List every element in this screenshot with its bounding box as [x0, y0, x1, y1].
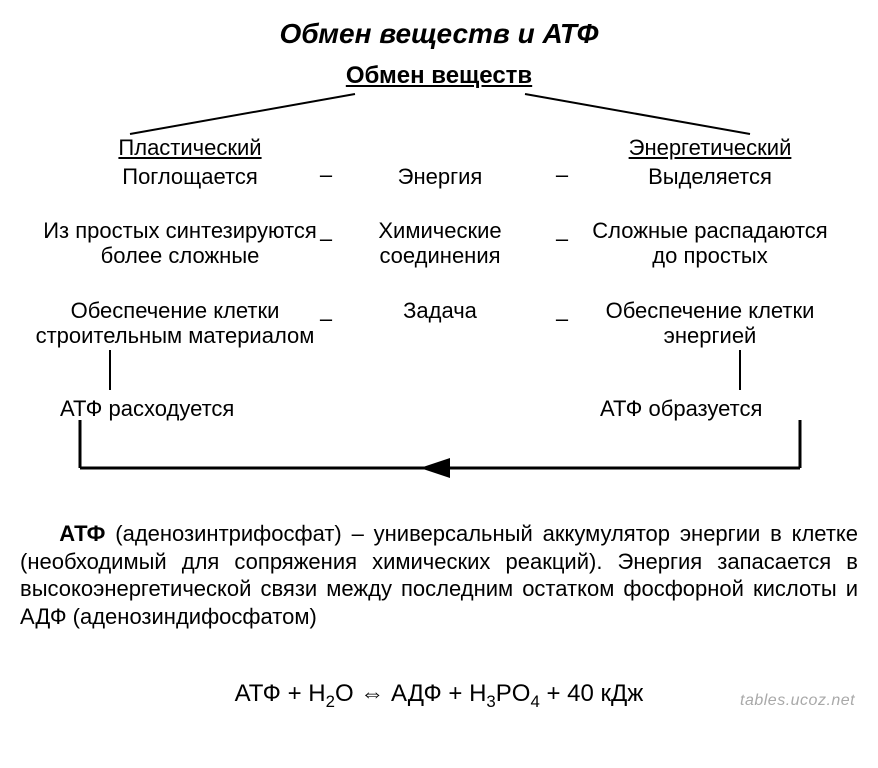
eq-sub2: 3 — [486, 692, 495, 711]
atf-paragraph-lead: АТФ — [59, 521, 105, 546]
eq-sub1: 2 — [326, 692, 335, 711]
watermark: tables.ucoz.net — [740, 692, 855, 710]
left-connector — [100, 350, 120, 390]
row2-dash-l: – — [316, 228, 336, 250]
eq-lhs1: АТФ + H — [235, 680, 326, 707]
row2-dash-r: – — [552, 228, 572, 250]
row3-center: Задача — [340, 298, 540, 323]
eq-sub3: 4 — [530, 692, 539, 711]
atf-right-label: АТФ образуется — [600, 396, 762, 421]
atf-paragraph: АТФ (аденозинтрифосфат) – универсальный … — [20, 520, 858, 630]
eq-rhs: + 40 кДж — [540, 680, 644, 707]
row2-center: Химические соединения — [340, 218, 540, 269]
right-column-header: Энергетический — [560, 135, 860, 160]
subtitle: Обмен веществ — [0, 62, 878, 90]
eq-mid2: PO — [496, 680, 531, 707]
row3-dash-l: – — [316, 308, 336, 330]
left-column-header: Пластический — [40, 135, 340, 160]
main-title: Обмен веществ и АТФ — [0, 18, 878, 50]
row1-dash-r: – — [552, 164, 572, 186]
row1-dash-l: – — [316, 164, 336, 186]
big-arrow — [60, 420, 820, 490]
row3-dash-r: – — [552, 308, 572, 330]
row2-left: Из простых синтезируются более сложные — [20, 218, 340, 269]
atf-paragraph-rest: (аденозинтрифосфат) – универсальный акку… — [20, 521, 858, 629]
eq-mid1: O ⇔ АДФ + H — [335, 680, 486, 707]
atf-left-label: АТФ расходуется — [60, 396, 234, 421]
row3-right: Обеспечение клетки энергией — [560, 298, 860, 349]
right-connector — [730, 350, 750, 390]
branch-lines — [120, 90, 760, 138]
row1-center: Энергия — [340, 164, 540, 189]
row2-right: Сложные распадаются до простых — [560, 218, 860, 269]
page-root: Обмен веществ и АТФ Обмен веществ Пласти… — [0, 0, 878, 768]
row1-right: Выделяется — [560, 164, 860, 189]
row1-left: Поглощается — [40, 164, 340, 189]
row3-left: Обеспечение клетки строительным материал… — [10, 298, 340, 349]
